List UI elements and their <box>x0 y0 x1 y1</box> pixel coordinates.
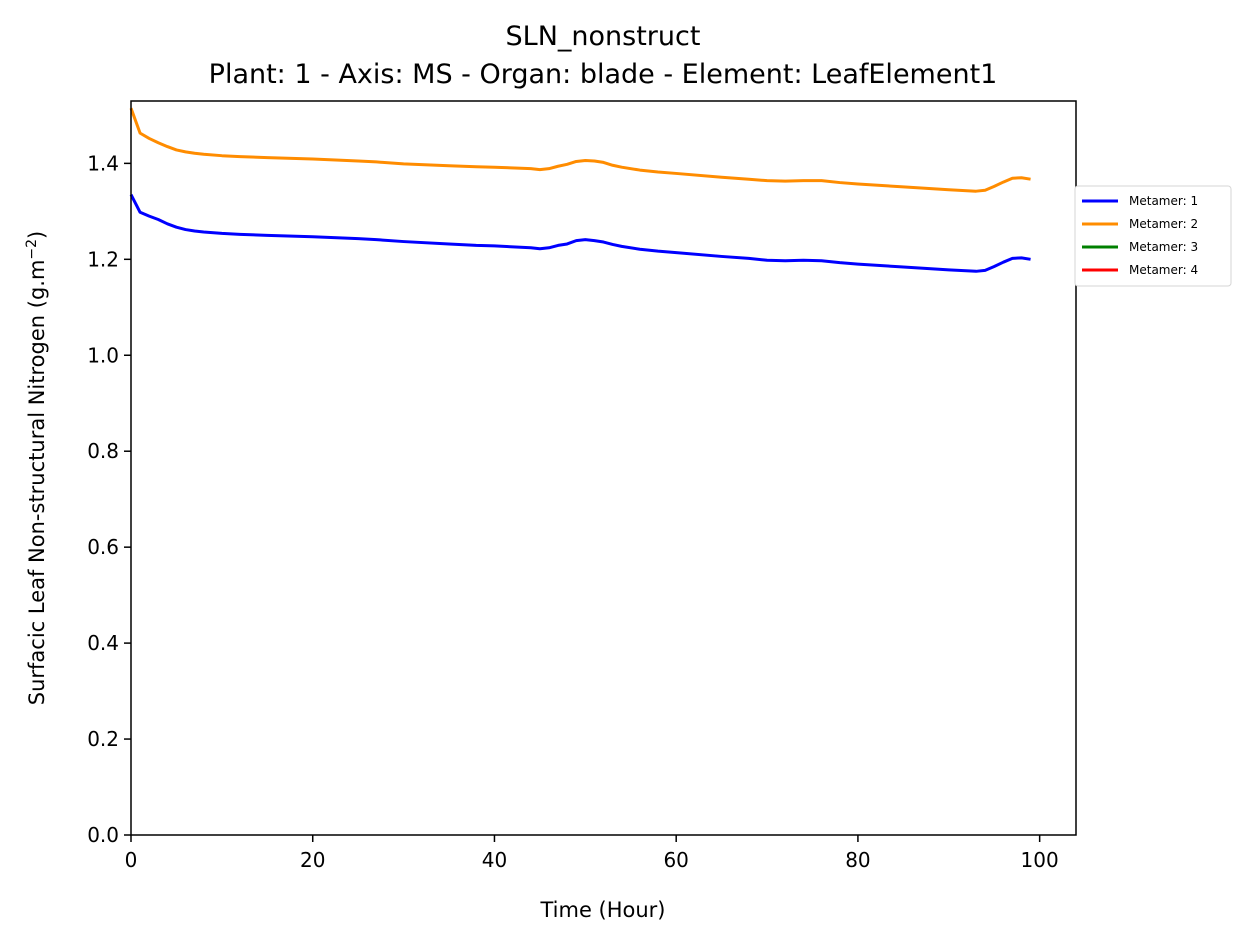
y-tick-label: 0.6 <box>87 535 119 559</box>
x-axis-ticks: 0 20 40 60 80 100 <box>125 835 1059 872</box>
x-tick-label: 20 <box>300 848 325 872</box>
series-line-metamer-1 <box>129 193 1031 273</box>
x-tick-label: 40 <box>482 848 507 872</box>
x-tick-label: 0 <box>125 848 138 872</box>
y-tick-label: 0.2 <box>87 727 119 751</box>
legend-box <box>1074 185 1232 287</box>
legend-label-metamer-2: Metamer: 2 <box>1129 217 1198 231</box>
plot-frame <box>130 100 1077 836</box>
chart-title: SLN_nonstruct <box>506 21 701 52</box>
y-axis-label-main: Surfacic Leaf Non-structural Nitrogen (g… <box>25 260 49 706</box>
x-axis-label: Time (Hour) <box>539 898 665 922</box>
y-tick-label: 1.4 <box>87 151 119 175</box>
y-tick-label: 0.8 <box>87 439 119 463</box>
plot-series <box>129 107 1031 273</box>
legend-label-metamer-4: Metamer: 4 <box>1129 263 1198 277</box>
x-tick-label: 100 <box>1021 848 1059 872</box>
series-line-metamer-2 <box>129 107 1031 193</box>
y-tick-label: 0.0 <box>87 823 119 847</box>
x-tick-label: 80 <box>845 848 870 872</box>
y-axis-label-exponent: −2 <box>24 239 40 260</box>
y-axis-label-tail: ) <box>25 231 49 239</box>
y-tick-label: 1.2 <box>87 247 119 271</box>
y-axis-ticks: 0.0 0.2 0.4 0.6 0.8 1.0 1.2 1.4 <box>87 151 131 847</box>
x-tick-label: 60 <box>663 848 688 872</box>
legend: Metamer: 1 Metamer: 2 Metamer: 3 Metamer: 4 <box>1074 185 1232 287</box>
y-tick-label: 1.0 <box>87 343 119 367</box>
legend-label-metamer-1: Metamer: 1 <box>1129 194 1198 208</box>
y-axis-label: Surfacic Leaf Non-structural Nitrogen (g… <box>24 231 49 706</box>
y-tick-label: 0.4 <box>87 631 119 655</box>
chart-subtitle: Plant: 1 - Axis: MS - Organ: blade - Ele… <box>209 59 998 90</box>
legend-label-metamer-3: Metamer: 3 <box>1129 240 1198 254</box>
